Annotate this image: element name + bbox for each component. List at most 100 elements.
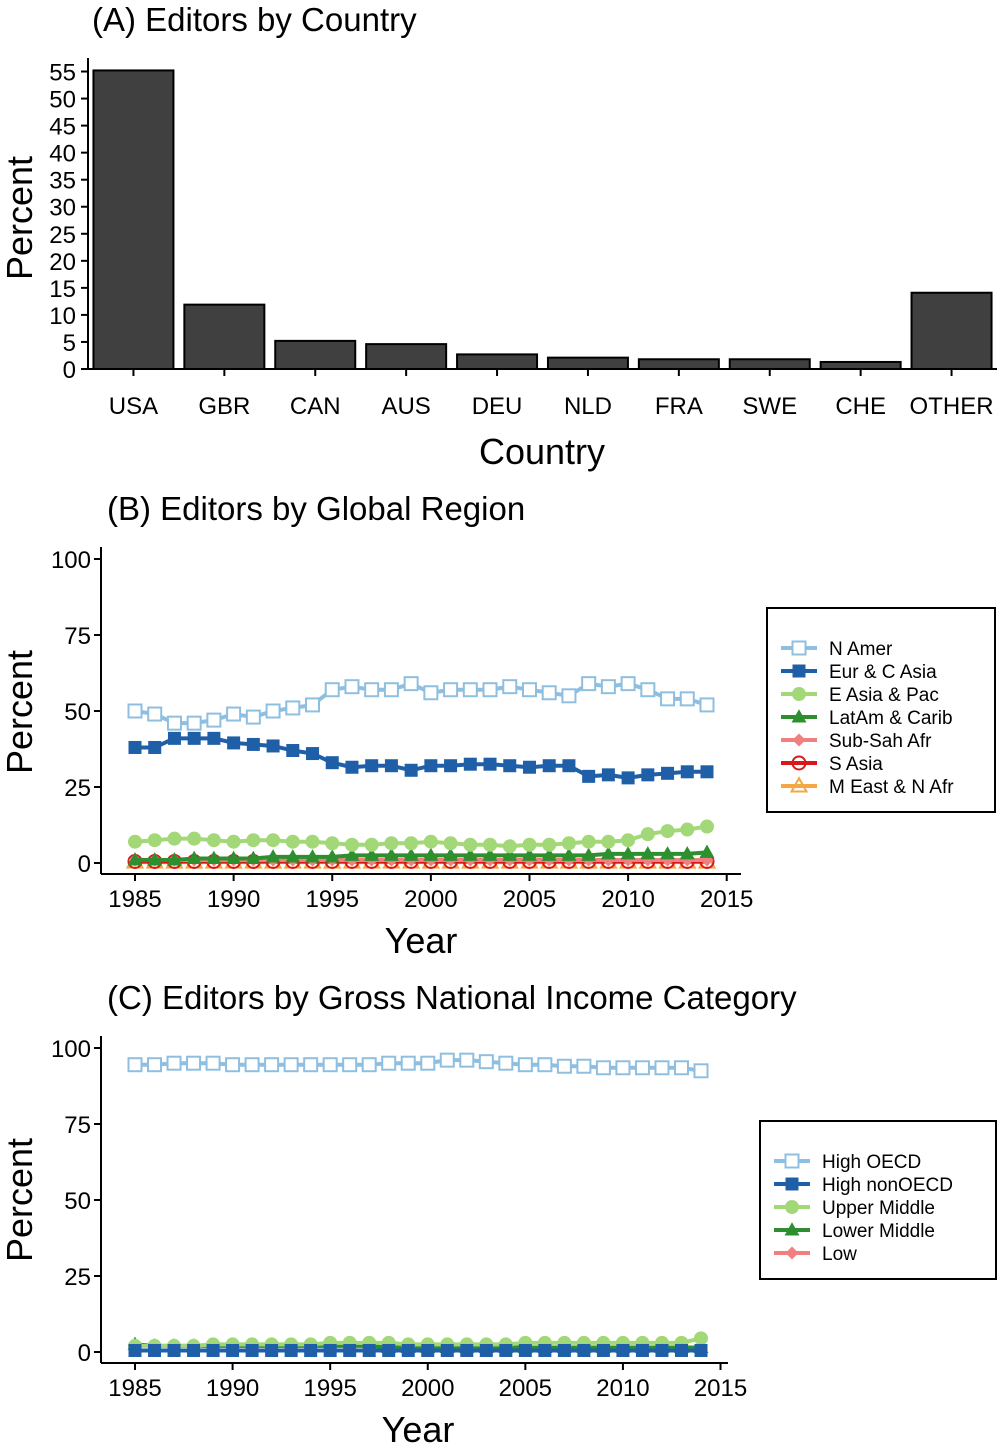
marker-square xyxy=(246,737,260,751)
panel-c-line-chart: (C) Editors by Gross National Income Cat… xyxy=(0,979,997,1448)
marker-triangle xyxy=(443,847,459,861)
marker-square-open xyxy=(305,697,321,713)
marker-square xyxy=(306,747,320,761)
marker-square xyxy=(655,1343,669,1357)
panel-a-x-tick-label: GBR xyxy=(198,393,250,420)
marker-square-open xyxy=(699,697,715,713)
panel-b-x-tick-label: 2000 xyxy=(404,886,457,913)
marker-triangle xyxy=(305,849,320,863)
panel-c-legend-item: Upper Middle xyxy=(774,1198,935,1219)
bar-other xyxy=(910,291,993,371)
marker-square xyxy=(680,765,694,779)
marker-square xyxy=(265,1343,279,1357)
panel-b-line-chart: (B) Editors by Global Region Percent Yea… xyxy=(0,490,996,961)
panel-a-y-tick-label: 55 xyxy=(49,60,76,87)
marker-square xyxy=(621,771,635,785)
marker-triangle xyxy=(784,1222,800,1236)
marker-circle xyxy=(305,834,320,849)
marker-square-open xyxy=(693,1063,709,1079)
panel-b-y-tick-label: 50 xyxy=(64,699,91,726)
marker-square xyxy=(284,1343,298,1357)
panel-b-legend-item: Eur & C Asia xyxy=(781,662,937,683)
marker-triangle xyxy=(522,847,537,861)
marker-square-open xyxy=(576,1058,592,1074)
panel-b-plot-area: 0 25 50 75 100 1985 1990 1995 2000 2005 2010 2015 xyxy=(51,547,753,913)
panel-b-legend-item: S Asia xyxy=(781,754,883,775)
marker-square-open xyxy=(462,682,478,698)
marker-square xyxy=(343,1343,357,1357)
marker-circle xyxy=(325,836,340,851)
panel-b-legend-label: Eur & C Asia xyxy=(829,662,937,683)
marker-square xyxy=(128,740,142,754)
marker-square xyxy=(401,1343,415,1357)
bar-can xyxy=(274,339,357,371)
marker-square xyxy=(601,768,615,782)
panel-c-series-high-oecd xyxy=(127,1052,709,1079)
marker-circle xyxy=(384,836,399,851)
marker-square-open xyxy=(439,1052,455,1068)
panel-a-x-tick-label: USA xyxy=(109,393,158,420)
panel-a-x-tick-label: NLD xyxy=(564,393,612,420)
marker-square xyxy=(187,1343,201,1357)
panel-c-y-tick-label: 25 xyxy=(64,1264,91,1291)
marker-square xyxy=(304,1343,318,1357)
marker-square-open xyxy=(400,1055,416,1071)
marker-square-open xyxy=(342,1057,358,1073)
bar-usa xyxy=(92,69,175,370)
marker-square xyxy=(206,1343,220,1357)
marker-triangle xyxy=(620,846,636,860)
marker-square-open xyxy=(478,1054,494,1070)
marker-circle xyxy=(404,836,419,851)
panel-a-y-tick-label: 45 xyxy=(49,114,76,141)
panel-c-xlabel: Year xyxy=(382,1409,455,1448)
marker-square xyxy=(577,1343,591,1357)
panel-a-y-tick-label: 0 xyxy=(63,357,76,384)
panel-c-legend-label: Lower Middle xyxy=(822,1221,935,1242)
marker-square-open xyxy=(186,715,202,731)
marker-square-open xyxy=(620,676,636,692)
bar-aus xyxy=(365,343,448,370)
marker-circle xyxy=(581,834,596,849)
panel-a-y-tick-label: 10 xyxy=(49,303,76,330)
marker-circle xyxy=(785,1200,799,1214)
panel-c-legend-item: Low xyxy=(774,1244,857,1265)
marker-square-open xyxy=(205,1055,221,1071)
marker-triangle xyxy=(285,849,301,863)
marker-square-open xyxy=(581,676,597,692)
marker-square-open xyxy=(459,1052,475,1068)
marker-square xyxy=(421,1343,435,1357)
panel-b-legend-item: M East & N Afr xyxy=(781,776,954,798)
bar-gbr xyxy=(183,303,266,371)
marker-square-open xyxy=(285,700,301,716)
marker-square xyxy=(404,763,418,777)
panel-a-x-tick-label: SWE xyxy=(742,393,797,420)
panel-a-y-tick-label: 50 xyxy=(49,87,76,114)
marker-square-open xyxy=(225,1057,241,1073)
marker-square xyxy=(167,731,181,745)
marker-square xyxy=(503,759,517,773)
marker-square-open xyxy=(265,703,281,719)
marker-square xyxy=(148,1343,162,1357)
marker-square-open xyxy=(791,640,807,656)
panel-c-x-tick-label: 2015 xyxy=(694,1375,747,1402)
marker-square xyxy=(538,1343,552,1357)
panel-b-x-tick-label: 2015 xyxy=(700,886,753,913)
marker-square xyxy=(542,759,556,773)
panel-b-legend-item: E Asia & Pac xyxy=(781,685,939,706)
panel-b-legend-label: M East & N Afr xyxy=(829,777,954,798)
marker-square-open xyxy=(634,1060,650,1076)
panel-a-title: (A) Editors by Country xyxy=(92,1,417,38)
marker-square xyxy=(384,759,398,773)
panel-a-bars xyxy=(92,69,993,371)
panel-c-title: (C) Editors by Gross National Income Cat… xyxy=(107,979,797,1016)
panel-b-series-line xyxy=(133,736,709,780)
marker-triangle xyxy=(186,850,202,864)
panel-c-x-tick-label: 1990 xyxy=(206,1375,259,1402)
marker-circle xyxy=(694,1331,708,1346)
marker-square xyxy=(245,1343,259,1357)
marker-triangle xyxy=(502,847,518,861)
marker-circle xyxy=(167,831,182,846)
panel-b-series-n-amer xyxy=(127,676,715,731)
marker-triangle xyxy=(265,849,281,863)
panel-c-x-tick-label: 1995 xyxy=(303,1375,356,1402)
